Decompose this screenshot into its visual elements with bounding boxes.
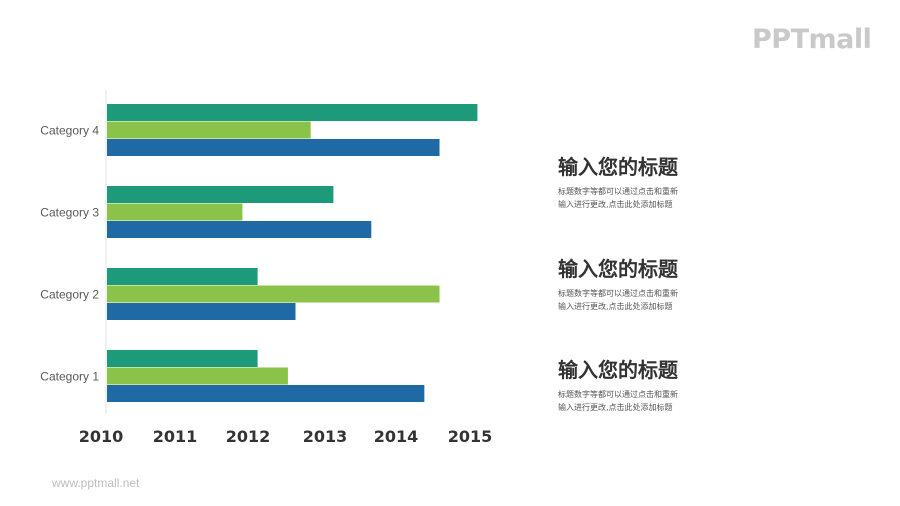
category-label: Category 2 xyxy=(40,288,99,302)
bar-series2-category-4 xyxy=(107,121,311,139)
bar-series1-category-1 xyxy=(107,350,258,367)
bar-series3-category-1 xyxy=(107,385,425,402)
block-description-line: 标题数字等都可以通过点击和重新 xyxy=(558,187,678,196)
footer-url[interactable]: www.pptmall.net xyxy=(52,476,140,490)
x-tick-label: 2011 xyxy=(153,427,198,446)
bar-series2-category-3 xyxy=(107,203,243,221)
bar-chart: Category 4 Category 3 Category 2 Category 1… xyxy=(40,90,493,446)
text-block-2: 输入您的标题 标题数字等都可以通过点击和重新 输入进行更改,点击此处添加标题 xyxy=(558,256,758,313)
bar-series3-category-3 xyxy=(107,221,372,238)
bars-group xyxy=(107,104,478,402)
x-tick-label: 2010 xyxy=(79,427,124,446)
category-label: Category 1 xyxy=(40,370,99,384)
category-label: Category 3 xyxy=(40,206,99,220)
category-label: Category 4 xyxy=(40,124,99,138)
bar-series3-category-2 xyxy=(107,303,296,320)
category-labels: Category 4 Category 3 Category 2 Category 1 xyxy=(40,124,99,384)
block-description-line: 输入进行更改,点击此处添加标题 xyxy=(558,302,673,311)
x-tick-labels: 2010 2011 2012 2013 2014 2015 xyxy=(79,427,493,446)
block-title: 输入您的标题 xyxy=(558,358,678,382)
bar-series1-category-4 xyxy=(107,104,478,121)
bar-series3-category-4 xyxy=(107,139,440,156)
block-description-line: 输入进行更改,点击此处添加标题 xyxy=(558,403,673,412)
x-tick-label: 2015 xyxy=(448,427,493,446)
x-tick-label: 2013 xyxy=(303,427,348,446)
text-block-1: 输入您的标题 标题数字等都可以通过点击和重新 输入进行更改,点击此处添加标题 xyxy=(558,154,758,211)
block-title: 输入您的标题 xyxy=(558,155,678,179)
text-block-3: 输入您的标题 标题数字等都可以通过点击和重新 输入进行更改,点击此处添加标题 xyxy=(558,357,758,414)
x-tick-label: 2014 xyxy=(374,427,419,446)
bar-series1-category-2 xyxy=(107,268,258,285)
block-description-line: 标题数字等都可以通过点击和重新 xyxy=(558,390,678,399)
block-title: 输入您的标题 xyxy=(558,257,678,281)
brand-logo: PPTmall xyxy=(752,24,872,55)
bar-series2-category-2 xyxy=(107,285,440,303)
bar-series1-category-3 xyxy=(107,186,334,203)
block-description-line: 标题数字等都可以通过点击和重新 xyxy=(558,289,678,298)
bar-series2-category-1 xyxy=(107,367,288,385)
x-tick-label: 2012 xyxy=(226,427,271,446)
block-description-line: 输入进行更改,点击此处添加标题 xyxy=(558,200,673,209)
